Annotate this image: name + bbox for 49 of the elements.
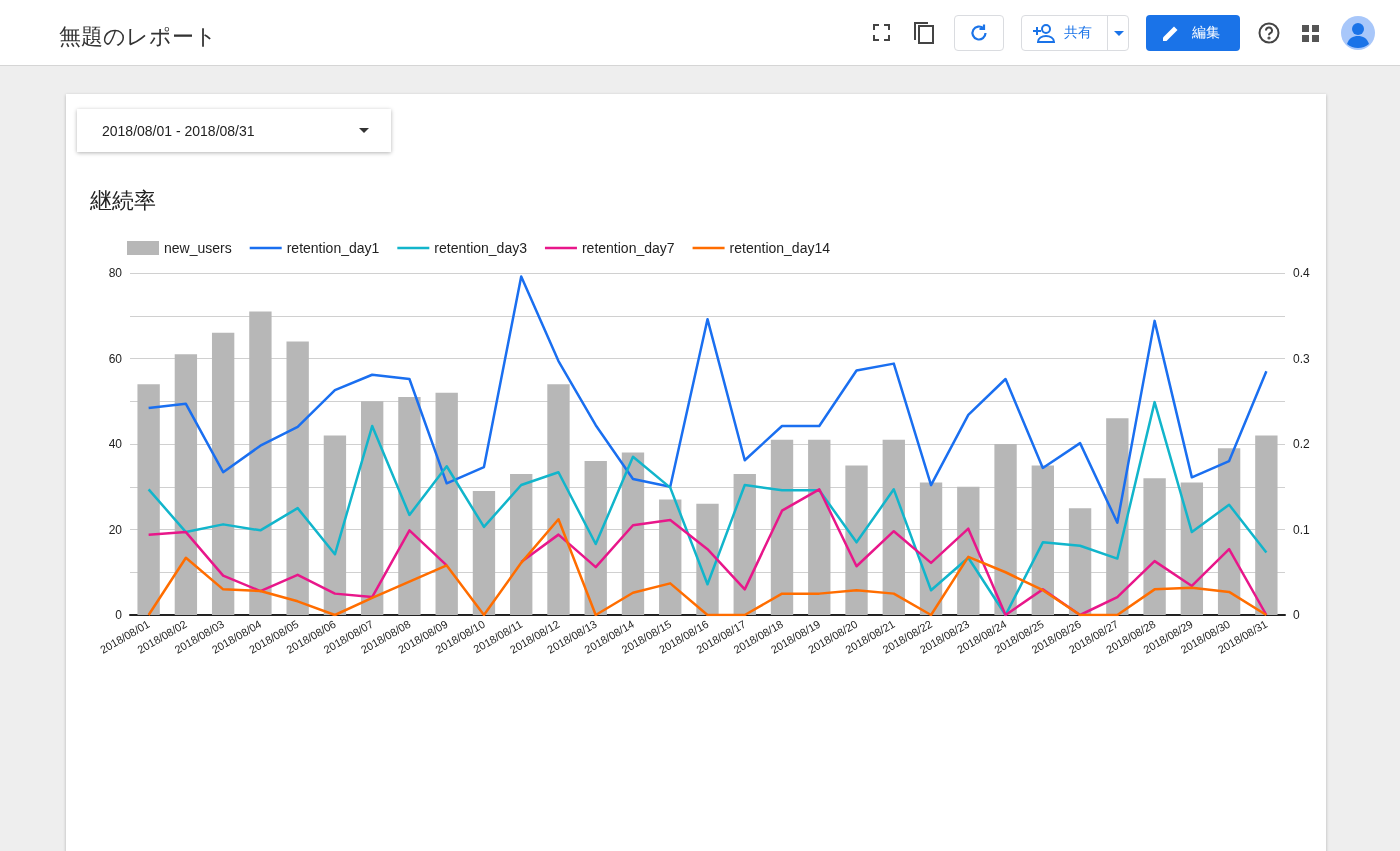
bar — [323, 435, 347, 615]
bar — [621, 452, 645, 615]
bar — [1217, 448, 1241, 615]
legend-label: retention_day1 — [286, 240, 380, 256]
y-tick-label: 40 — [108, 437, 123, 451]
y2-tick-label: 0.3 — [1293, 351, 1311, 366]
bar — [845, 465, 868, 615]
bar — [249, 311, 272, 615]
y2-tick-label: 0.2 — [1293, 437, 1311, 451]
y2-tick-label: 0.1 — [1293, 522, 1311, 537]
text: 2018/08/01 - 2018/08/31 — [102, 122, 255, 139]
line-series — [147, 517, 1268, 617]
bar — [435, 392, 458, 615]
chart-title: 継続率 — [89, 187, 156, 213]
y-tick-label: 0 — [115, 608, 123, 622]
legend-label: retention_day7 — [581, 240, 675, 256]
bar — [733, 473, 756, 615]
line-series — [147, 400, 1268, 617]
bar — [882, 439, 905, 615]
line-series — [147, 275, 1268, 524]
bar — [361, 401, 384, 615]
bar — [808, 439, 831, 615]
legend-label: retention_day3 — [434, 240, 528, 256]
bar — [1255, 435, 1278, 615]
text: 共有 — [1064, 24, 1092, 42]
bar — [174, 354, 198, 615]
legend-label: retention_day14 — [729, 240, 831, 256]
bar — [994, 444, 1017, 615]
bar — [659, 499, 682, 615]
bar — [137, 384, 160, 615]
bar — [1031, 465, 1054, 615]
bar — [1180, 482, 1204, 615]
y2-tick-label: 0 — [1293, 608, 1300, 622]
bar — [211, 332, 235, 615]
y-tick-label: 20 — [108, 522, 123, 537]
bar — [1143, 478, 1166, 615]
bar — [510, 473, 533, 615]
bar — [770, 439, 794, 615]
y-tick-label: 60 — [108, 351, 123, 366]
bar — [398, 396, 421, 615]
bar — [1068, 508, 1092, 615]
bar — [472, 491, 496, 615]
legend-label: new_users — [164, 240, 232, 256]
text: 無題のレポート — [59, 23, 217, 51]
y-tick-label: 80 — [108, 266, 123, 280]
bar — [547, 384, 570, 615]
text: 編集 — [1192, 24, 1220, 42]
bar — [286, 341, 309, 615]
y2-tick-label: 0.4 — [1293, 266, 1311, 280]
